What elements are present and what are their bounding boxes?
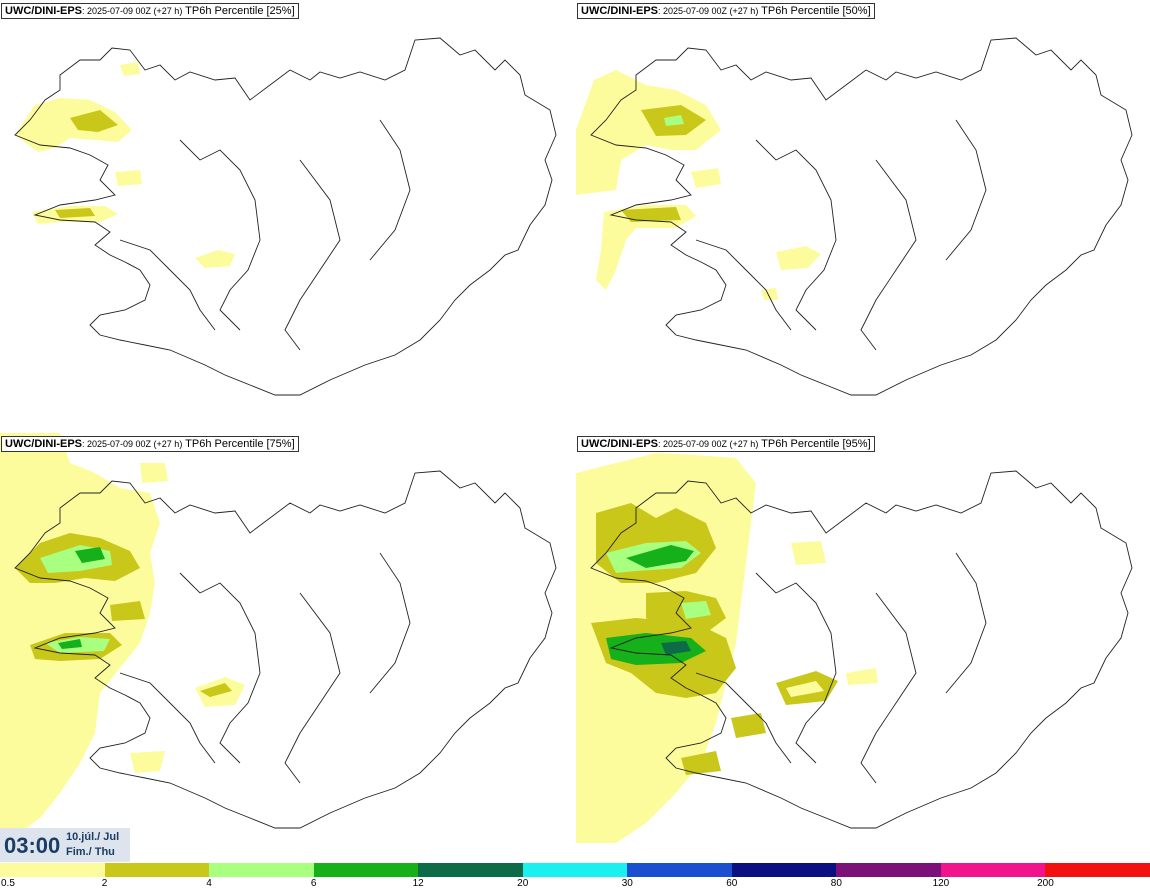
model-source: UWC/DINI-EPS — [581, 5, 658, 17]
legend-label: 20 — [517, 878, 529, 889]
map-panel-p75: UWC/DINI-EPS: 2025-07-09 00Z (+27 h) TP6… — [0, 433, 574, 863]
model-source: UWC/DINI-EPS — [581, 438, 658, 450]
precip-map — [576, 37, 1133, 396]
coastline — [590, 470, 1133, 829]
map-panel-p50: UWC/DINI-EPS: 2025-07-09 00Z (+27 h) TP6… — [576, 0, 1150, 430]
variable-label: TP6h Percentile [95%] — [758, 438, 871, 450]
precip-overlay — [15, 62, 235, 268]
legend-label: 80 — [830, 878, 842, 889]
coastline — [14, 37, 557, 396]
precip-map — [0, 433, 557, 833]
legend-label: 4 — [206, 878, 212, 889]
valid-date: 10.júl./ Jul — [66, 831, 120, 843]
panel-title: UWC/DINI-EPS: 2025-07-09 00Z (+27 h) TP6… — [577, 436, 875, 452]
legend-swatch — [731, 863, 837, 877]
color-legend: 0.5 2 4 6 12 20 30 60 80 120 200 — [0, 863, 1150, 891]
legend-swatch — [940, 863, 1046, 877]
variable-label: TP6h Percentile [50%] — [758, 5, 871, 17]
run-info: : 2025-07-09 00Z (+27 h) — [82, 439, 183, 449]
variable-label: TP6h Percentile [75%] — [182, 438, 295, 450]
legend-swatch — [418, 863, 523, 877]
run-info: : 2025-07-09 00Z (+27 h) — [82, 6, 183, 16]
precip-overlay — [576, 70, 821, 300]
run-info: : 2025-07-09 00Z (+27 h) — [658, 6, 759, 16]
legend-swatch — [0, 863, 105, 877]
coastline — [590, 37, 1133, 396]
legend-swatch — [627, 863, 732, 877]
panel-title: UWC/DINI-EPS: 2025-07-09 00Z (+27 h) TP6… — [1, 3, 299, 19]
legend-label: 60 — [726, 878, 738, 889]
precip-map — [576, 453, 1133, 843]
legend-label: 2 — [101, 878, 108, 889]
legend-swatch — [209, 863, 314, 877]
map-panel-p95: UWC/DINI-EPS: 2025-07-09 00Z (+27 h) TP6… — [576, 433, 1150, 863]
legend-label: 30 — [621, 878, 633, 889]
valid-time-box: 03:00 10.júl./ Jul Fim./ Thu — [0, 828, 130, 862]
legend-swatch — [104, 863, 210, 877]
panel-title: UWC/DINI-EPS: 2025-07-09 00Z (+27 h) TP6… — [1, 436, 299, 452]
valid-weekday: Fim./ Thu — [66, 846, 115, 858]
precip-overlay — [576, 453, 878, 843]
precip-map — [14, 37, 557, 396]
legend-label: 0.5 — [1, 878, 15, 889]
model-source: UWC/DINI-EPS — [5, 438, 82, 450]
legend-swatch — [522, 863, 628, 877]
legend-swatch — [836, 863, 941, 877]
run-info: : 2025-07-09 00Z (+27 h) — [658, 439, 759, 449]
variable-label: TP6h Percentile [25%] — [182, 5, 295, 17]
legend-label: 120 — [932, 878, 950, 889]
legend-label: 12 — [412, 878, 424, 889]
legend-swatch — [313, 863, 419, 877]
panel-title: UWC/DINI-EPS: 2025-07-09 00Z (+27 h) TP6… — [577, 3, 875, 19]
legend-label: 6 — [310, 878, 317, 889]
legend-label: 200 — [1037, 878, 1054, 889]
model-source: UWC/DINI-EPS — [5, 5, 82, 17]
coastline — [14, 470, 557, 829]
map-panel-p25: UWC/DINI-EPS: 2025-07-09 00Z (+27 h) TP6… — [0, 0, 574, 430]
precip-overlay — [0, 433, 245, 833]
valid-time: 03:00 — [4, 833, 61, 858]
legend-swatch — [1045, 863, 1150, 877]
